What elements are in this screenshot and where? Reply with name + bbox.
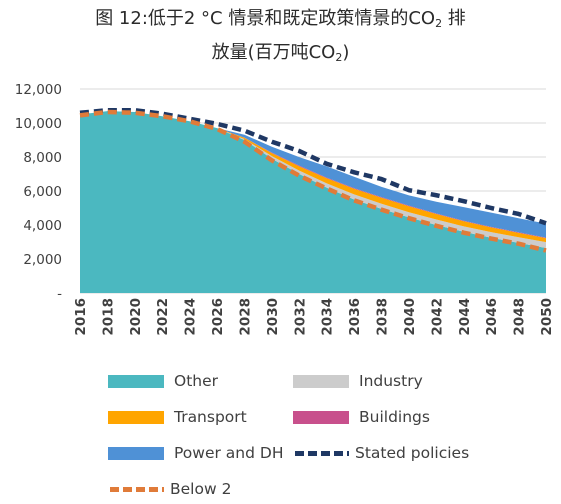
y-tick-label: 10,000 bbox=[15, 116, 62, 132]
x-tick-label: 2016 bbox=[73, 298, 89, 336]
x-tick-label: 2022 bbox=[155, 298, 171, 336]
chart-title: 图 12:低于2 °C 情景和既定政策情景的CO2 排 放量(百万吨CO2) bbox=[0, 2, 561, 70]
x-tick-label: 2034 bbox=[320, 298, 336, 336]
line-stated-policies bbox=[79, 108, 547, 226]
line-below-2 bbox=[79, 109, 547, 253]
x-tick-label: 2032 bbox=[292, 298, 308, 336]
y-tick-label: - bbox=[57, 286, 62, 302]
x-tick-label: 2018 bbox=[100, 298, 116, 336]
x-tick-label: 2036 bbox=[347, 298, 363, 336]
y-tick-label: 2,000 bbox=[23, 252, 62, 268]
y-tick-label: 4,000 bbox=[23, 218, 62, 234]
x-tick-label: 2046 bbox=[484, 298, 500, 336]
x-tick-label: 2030 bbox=[265, 298, 281, 336]
y-tick-label: 12,000 bbox=[15, 82, 62, 98]
y-tick-label: 6,000 bbox=[23, 184, 62, 200]
area-power-and-dh bbox=[80, 111, 546, 238]
area-transport bbox=[80, 111, 546, 243]
x-tick-label: 2024 bbox=[183, 298, 199, 336]
x-tick-label: 2050 bbox=[539, 298, 555, 336]
y-tick-label: 8,000 bbox=[23, 150, 62, 166]
title-line-1: 图 12:低于2 °C 情景和既定政策情景的CO2 排 bbox=[95, 8, 466, 30]
x-tick-label: 2026 bbox=[210, 298, 226, 336]
x-tick-label: 2048 bbox=[512, 298, 528, 336]
x-tick-label: 2028 bbox=[237, 298, 253, 336]
x-tick-label: 2040 bbox=[402, 298, 418, 336]
x-tick-label: 2020 bbox=[128, 298, 144, 336]
area-industry bbox=[80, 111, 546, 248]
area-other bbox=[80, 111, 546, 293]
title-line-2: 放量(百万吨CO2) bbox=[211, 42, 350, 64]
x-tick-label: 2044 bbox=[457, 298, 473, 336]
x-tick-label: 2038 bbox=[375, 298, 391, 336]
x-tick-label: 2042 bbox=[429, 298, 445, 336]
